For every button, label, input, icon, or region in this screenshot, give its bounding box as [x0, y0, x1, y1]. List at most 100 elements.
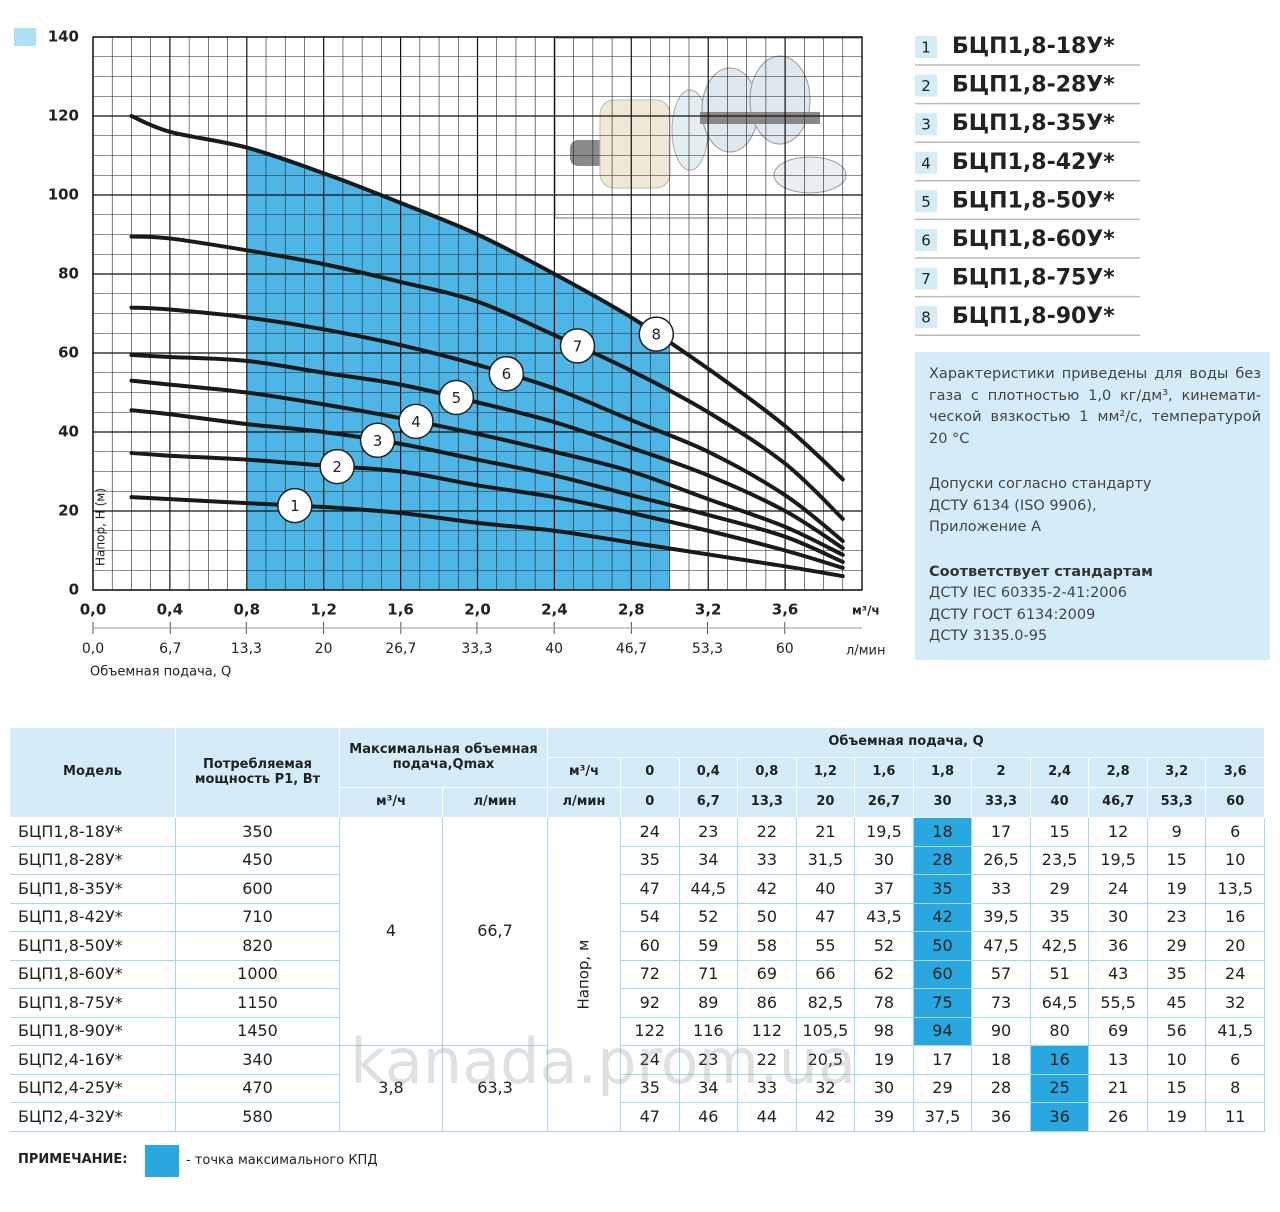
value-cell: 35	[621, 846, 680, 876]
value-cell: 42	[913, 903, 973, 933]
value-cell: 34	[679, 846, 739, 876]
value-cell: 52	[679, 903, 739, 933]
value-cell: 30	[855, 1074, 914, 1104]
x-tick-label: 0,0	[80, 601, 107, 619]
y-tick-label: 0	[69, 581, 79, 599]
curve-marker-label: 6	[502, 365, 512, 383]
value-cell: 78	[855, 989, 914, 1018]
value-cell: 17	[972, 818, 1031, 847]
value-cell: 82,5	[796, 989, 856, 1018]
value-cell: 54	[621, 903, 680, 933]
header-cell: 33,3	[972, 788, 1031, 818]
value-cell: 60	[913, 960, 973, 990]
head-label: Напор, м	[574, 939, 593, 1010]
curve	[129, 450, 845, 570]
x2-unit: л/мин	[846, 644, 885, 659]
value-cell: 71	[679, 960, 739, 990]
value-cell: 36	[1030, 1103, 1090, 1132]
value-cell: 50	[913, 932, 973, 961]
curve-marker	[559, 328, 596, 364]
value-cell: 59	[679, 932, 739, 961]
legend-label: БЦП1,8-18У*	[952, 34, 1115, 59]
value-cell: 43,5	[855, 903, 914, 933]
header-cell: 13,3	[738, 788, 797, 818]
value-cell: 12	[1089, 818, 1148, 847]
header-cell: л/мин	[443, 788, 548, 818]
value-cell: 66	[796, 960, 856, 990]
curve-marker	[398, 403, 434, 440]
legend-label: БЦП1,8-60У*	[952, 227, 1115, 252]
model-cell: БЦП2,4-16У*	[10, 1046, 176, 1075]
value-cell: 19	[1147, 875, 1207, 904]
header-cell: 3,2	[1147, 758, 1207, 788]
value-cell: 24	[1089, 875, 1148, 904]
power-cell: 470	[176, 1074, 340, 1104]
y-tick-label: 40	[58, 423, 79, 441]
header-cell: м³/ч	[340, 788, 443, 818]
value-cell: 22	[738, 818, 797, 847]
curve-marker	[359, 422, 396, 459]
curve-marker	[438, 379, 475, 416]
legend-box	[915, 74, 937, 97]
value-cell: 23	[679, 1046, 739, 1075]
value-cell: 35	[1147, 960, 1207, 990]
header-cell: 30	[913, 788, 973, 818]
value-cell: 19	[855, 1046, 914, 1075]
value-cell: 36	[1089, 932, 1148, 961]
header-cell: Модель	[10, 728, 176, 818]
x-tick-label: 3,2	[695, 601, 722, 619]
value-cell: 47	[621, 875, 680, 904]
value-cell: 89	[679, 989, 739, 1018]
legend-number: 5	[921, 193, 931, 211]
value-cell: 24	[1206, 960, 1265, 990]
legend-number: 8	[921, 309, 931, 327]
note-line: Приложение А	[929, 519, 1042, 535]
value-cell: 44,5	[679, 875, 739, 904]
legend-box	[915, 36, 937, 58]
legend-box	[915, 151, 937, 174]
value-cell: 40	[796, 875, 856, 904]
curve	[129, 352, 845, 551]
value-cell: 112	[738, 1017, 797, 1047]
value-cell: 73	[972, 989, 1031, 1018]
value-cell: 18	[913, 818, 973, 847]
y-tick-label: 140	[48, 28, 79, 46]
value-cell: 33	[738, 1074, 797, 1104]
model-cell: БЦП1,8-18У*	[10, 818, 176, 847]
value-cell: 34	[679, 1074, 739, 1104]
x-tick-label: 2,8	[618, 601, 645, 619]
chart: Напор, H (м) Объемная подача, Q м³/ч л/м…	[14, 28, 1140, 680]
value-cell: 55,5	[1089, 989, 1148, 1018]
value-cell: 75	[913, 989, 973, 1018]
value-cell: 92	[621, 989, 680, 1018]
header-cell: 1,6	[855, 758, 914, 788]
y-tick-label: 120	[48, 107, 79, 125]
value-cell: 19	[1147, 1103, 1207, 1132]
note-line: 20 °C	[929, 430, 970, 447]
value-cell: 17	[913, 1046, 973, 1075]
value-cell: 37,5	[913, 1103, 973, 1132]
x-tick-label: 0,8	[234, 601, 261, 619]
header-cell: м³/ч	[548, 758, 621, 788]
value-cell: 32	[796, 1074, 856, 1104]
value-cell: 13,5	[1206, 875, 1265, 904]
value-cell: 29	[913, 1074, 973, 1104]
value-cell: 15	[1030, 818, 1090, 847]
x2-tick-label: 53,3	[692, 641, 723, 657]
x2-tick-label: 46,7	[616, 641, 647, 657]
legend-label: БЦП1,8-35У*	[952, 111, 1115, 136]
curve-marker-label: 8	[652, 326, 662, 344]
value-cell: 62	[855, 960, 914, 990]
legend-number: 6	[921, 232, 931, 250]
value-cell: 46	[679, 1103, 739, 1132]
header-cell: 46,7	[1089, 788, 1148, 818]
header-cell: 0,4	[679, 758, 739, 788]
value-cell: 24	[621, 818, 680, 847]
curve	[129, 408, 845, 564]
value-cell: 22	[738, 1046, 797, 1075]
legend-label: БЦП1,8-28У*	[952, 73, 1115, 98]
plot-frame	[92, 36, 863, 591]
curve-marker	[488, 355, 525, 392]
header-cell: 1,8	[913, 758, 973, 788]
value-cell: 37	[855, 875, 914, 904]
